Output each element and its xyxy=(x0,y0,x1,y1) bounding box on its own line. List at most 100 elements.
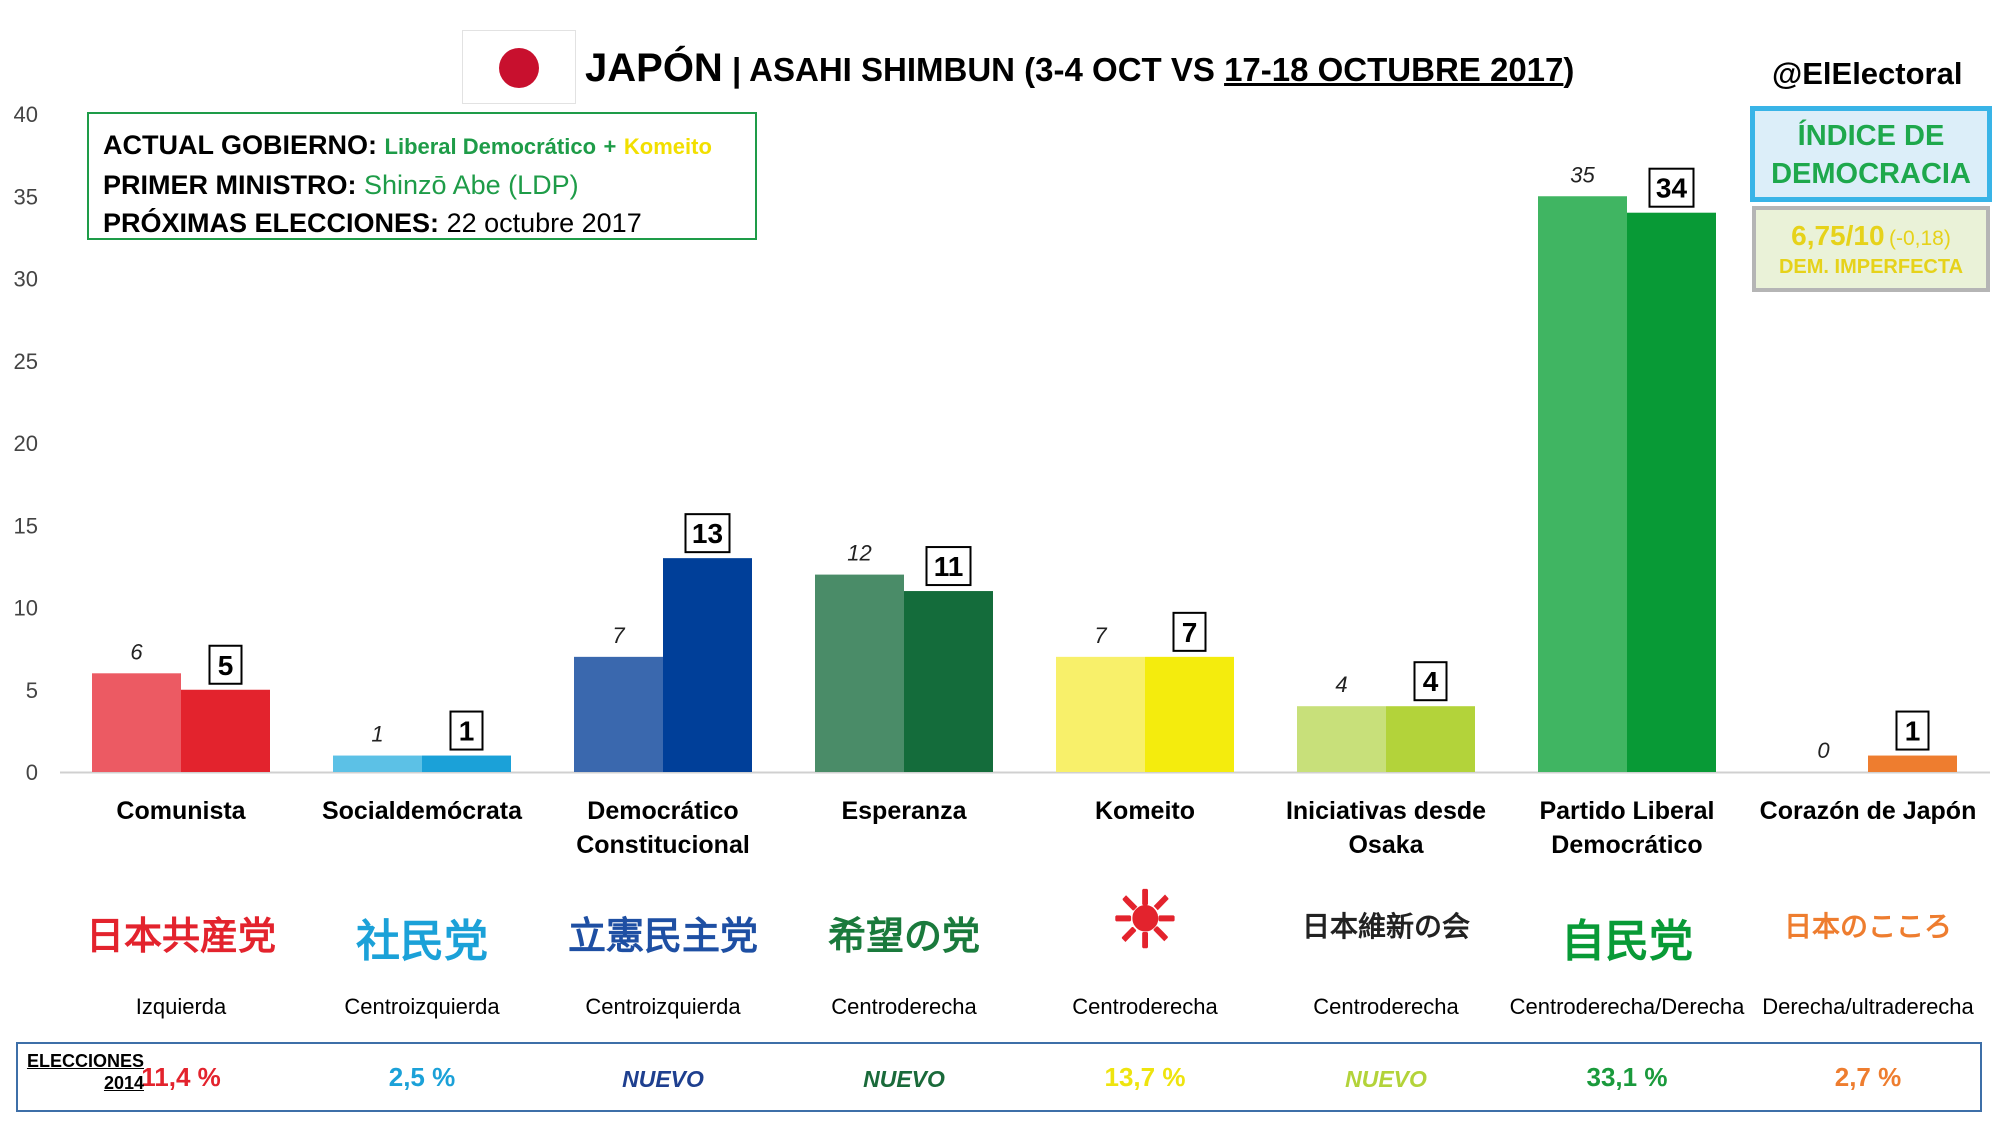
data-label-box-7 xyxy=(1895,710,1930,751)
government-party-ldp: Liberal Democrático xyxy=(384,134,597,159)
bar-prev-4 xyxy=(1056,656,1145,772)
data-label-prev-7: 0 xyxy=(1817,738,1830,763)
party-logo-7: 日本のこころ xyxy=(1783,911,1952,942)
category-label-line1: Partido Liberal xyxy=(1539,797,1715,825)
category-label-line2: Osaka xyxy=(1348,831,1424,859)
category-label-1: Socialdemócrata xyxy=(312,794,532,828)
bar-curr-7 xyxy=(1868,755,1957,772)
data-label-prev-5: 4 xyxy=(1335,672,1347,697)
bar-curr-0 xyxy=(181,689,270,772)
category-label-line2: Constitucional xyxy=(576,831,750,859)
elections-2014-value-5: NUEVO xyxy=(1345,1066,1427,1092)
data-label-prev-3: 12 xyxy=(847,541,871,566)
next-elections-label: PRÓXIMAS ELECCIONES: xyxy=(103,208,440,238)
prime-minister-label: PRIMER MINISTRO: xyxy=(103,170,357,200)
data-label-curr-5: 4 xyxy=(1423,666,1439,697)
bar-prev-2 xyxy=(574,656,663,772)
y-tick-label-0: 0 xyxy=(26,760,38,785)
bar-curr-4 xyxy=(1145,656,1234,772)
elections-2014-value-7: 2,7 % xyxy=(1834,1062,1902,1092)
elections-2014-value-2: NUEVO xyxy=(622,1066,704,1092)
y-tick-label-8: 40 xyxy=(14,102,38,127)
data-label-prev-6: 35 xyxy=(1570,162,1595,187)
elections-2014-value-0: 11,4 % xyxy=(141,1062,221,1092)
party-logo-1: 社民党 xyxy=(356,917,488,966)
data-label-prev-0: 6 xyxy=(130,639,143,664)
next-elections-line: PRÓXIMAS ELECCIONES: 22 octubre 2017 xyxy=(103,204,741,242)
bar-curr-3 xyxy=(904,591,993,772)
orientation-label-4: Centroderecha xyxy=(1072,994,1218,1019)
category-label-line1: Corazón de Japón xyxy=(1759,797,1977,825)
government-party-komeito: Komeito xyxy=(623,134,712,159)
party-logo-5: 日本維新の会 xyxy=(1301,911,1470,942)
category-label-6: Partido Liberal Democrático xyxy=(1517,794,1737,862)
data-label-prev-2: 7 xyxy=(612,623,625,648)
government-info-box: ACTUAL GOBIERNO: Liberal Democrático + K… xyxy=(87,112,757,240)
democracy-title-line1: ÍNDICE DE xyxy=(1797,120,1945,152)
orientation-label-7: Derecha/ultraderecha xyxy=(1762,994,1974,1019)
data-label-curr-2: 13 xyxy=(692,518,723,549)
data-label-box-5 xyxy=(1413,661,1448,702)
title-pollster: ASAHI SHIMBUN (3-4 OCT VS xyxy=(749,51,1215,88)
orientation-label-0: Izquierda xyxy=(135,994,227,1019)
elections-2014-label: ELECCIONES 2014 xyxy=(26,1050,144,1094)
party-logo-3: 希望の党 xyxy=(827,916,980,958)
category-label-2: Democrático Constitucional xyxy=(553,794,773,862)
data-label-curr-6: 34 xyxy=(1656,173,1688,204)
y-tick-label-7: 35 xyxy=(14,184,38,209)
title-close: ) xyxy=(1563,51,1575,88)
data-label-prev-4: 7 xyxy=(1094,623,1107,648)
democracy-index-title-box: ÍNDICE DE DEMOCRACIA xyxy=(1750,106,1992,202)
chart-title: JAPÓN | ASAHI SHIMBUN (3-4 OCT VS 17-18 … xyxy=(585,46,1574,91)
elections-2014-value-4: 13,7 % xyxy=(1104,1062,1186,1092)
category-label-line1: Socialdemócrata xyxy=(321,797,523,825)
elections-2014-label-line1: ELECCIONES xyxy=(26,1051,144,1071)
data-label-box-4 xyxy=(1172,611,1207,652)
bar-prev-1 xyxy=(333,755,422,772)
next-elections-value: 22 octubre 2017 xyxy=(446,208,642,238)
orientation-label-3: Centroderecha xyxy=(831,994,977,1019)
y-tick-label-3: 15 xyxy=(14,513,38,538)
data-label-curr-3: 11 xyxy=(934,551,964,582)
elections-2014-value-3: NUEVO xyxy=(863,1066,945,1092)
category-label-5: Iniciativas desde Osaka xyxy=(1276,794,1496,862)
category-label-3: Esperanza xyxy=(794,794,1014,828)
category-label-0: Comunista xyxy=(71,794,291,828)
category-label-line2: Democrático xyxy=(1551,831,1703,859)
bar-curr-2 xyxy=(663,558,752,772)
orientation-label-2: Centroizquierda xyxy=(585,994,741,1019)
y-tick-label-2: 10 xyxy=(14,596,38,621)
y-tick-label-4: 20 xyxy=(14,431,38,456)
data-label-curr-4: 7 xyxy=(1182,617,1198,648)
prime-minister-value: Shinzō Abe (LDP) xyxy=(364,170,579,200)
category-label-line1: Democrático xyxy=(587,797,739,825)
bar-curr-1 xyxy=(422,755,511,772)
title-separator: | xyxy=(731,51,742,88)
orientation-label-6: Centroderecha/Derecha xyxy=(1509,994,1745,1019)
y-tick-label-5: 25 xyxy=(14,349,38,374)
party-logo-6: 自民党 xyxy=(1561,917,1693,966)
democracy-change: (-0,18) xyxy=(1889,227,1951,250)
category-label-line1: Iniciativas desde xyxy=(1285,797,1487,825)
title-country: JAPÓN xyxy=(585,46,723,90)
data-label-box-0 xyxy=(208,644,243,685)
y-tick-label-1: 5 xyxy=(26,678,38,703)
party-logo-2: 立憲民主党 xyxy=(567,916,758,958)
democracy-category: DEM. IMPERFECTA xyxy=(1778,256,1964,278)
democracy-title-line2: DEMOCRACIA xyxy=(1771,158,1971,190)
elections-2014-value-6: 33,1 % xyxy=(1586,1062,1668,1092)
author-handle: @ElElectoral xyxy=(1772,56,1963,91)
data-label-curr-1: 1 xyxy=(459,716,475,747)
data-label-box-2 xyxy=(684,513,731,554)
bar-prev-6 xyxy=(1538,196,1627,772)
category-label-7: Corazón de Japón xyxy=(1758,794,1978,828)
party-logo-4: ☀ xyxy=(1110,876,1180,964)
elections-2014-value-1: 2,5 % xyxy=(388,1062,456,1092)
data-label-curr-0: 5 xyxy=(218,650,234,681)
democracy-score-box: 6,75/10 (-0,18) DEM. IMPERFECTA xyxy=(1752,206,1990,292)
data-label-box-6 xyxy=(1648,167,1695,208)
category-label-line1: Esperanza xyxy=(841,797,967,825)
data-label-prev-1: 1 xyxy=(371,722,383,747)
bar-curr-6 xyxy=(1627,212,1716,772)
